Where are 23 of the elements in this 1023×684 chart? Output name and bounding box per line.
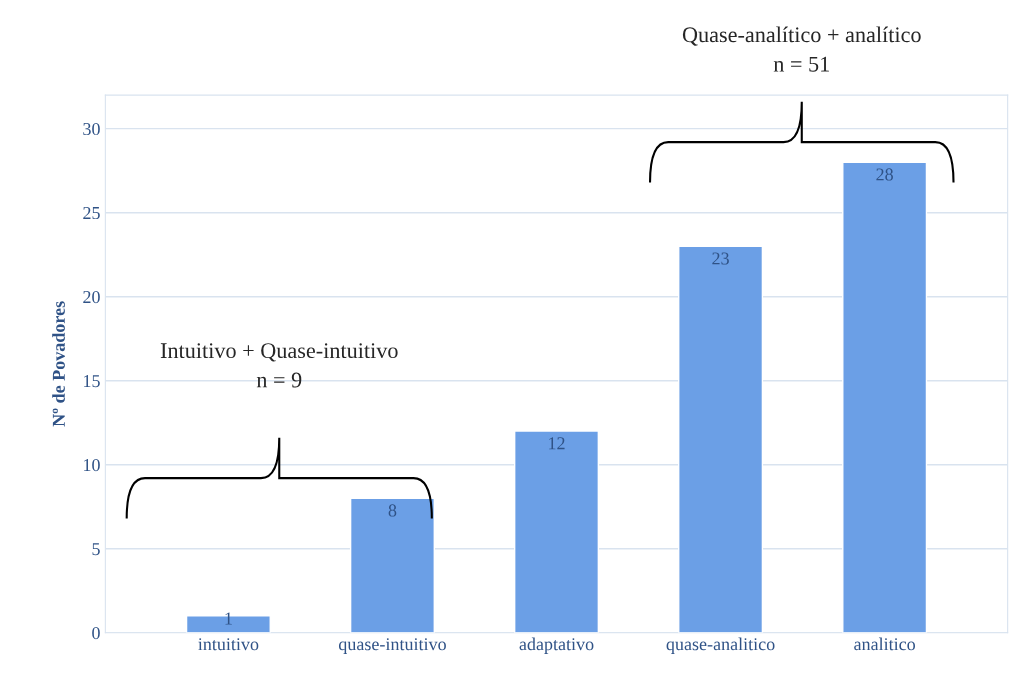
y-tick-label: 20: [83, 290, 100, 304]
annotation: Intuitivo + Quase-intuitivo n = 9: [160, 343, 398, 388]
y-tick-label: 0: [92, 626, 100, 640]
x-tick-label: quase-intuitivo: [338, 638, 446, 654]
y-tick-label: 30: [83, 122, 100, 136]
bar: [349, 497, 435, 633]
data-label: 12: [549, 437, 565, 450]
bar: [842, 161, 928, 633]
y-tick-label: 25: [83, 206, 100, 220]
data-label: 8: [388, 504, 397, 517]
y-tick-label: 10: [84, 458, 100, 472]
x-tick-label: intuitivo: [198, 638, 259, 651]
y-tick-label: 5: [92, 543, 100, 556]
x-tick-label: adaptativo: [519, 637, 594, 654]
x-tick-label: quase-analitico: [666, 637, 775, 654]
y-tick-label: 15: [84, 375, 100, 388]
data-label: 23: [712, 252, 729, 265]
text: Quase-analítico + analítico n = 51: [682, 26, 921, 72]
x-tick-label: analitico: [854, 637, 916, 651]
bar: [678, 245, 764, 633]
y-axis-title: Nº de Povadores: [52, 301, 65, 427]
bar: [513, 430, 600, 633]
data-label: 28: [876, 168, 893, 181]
